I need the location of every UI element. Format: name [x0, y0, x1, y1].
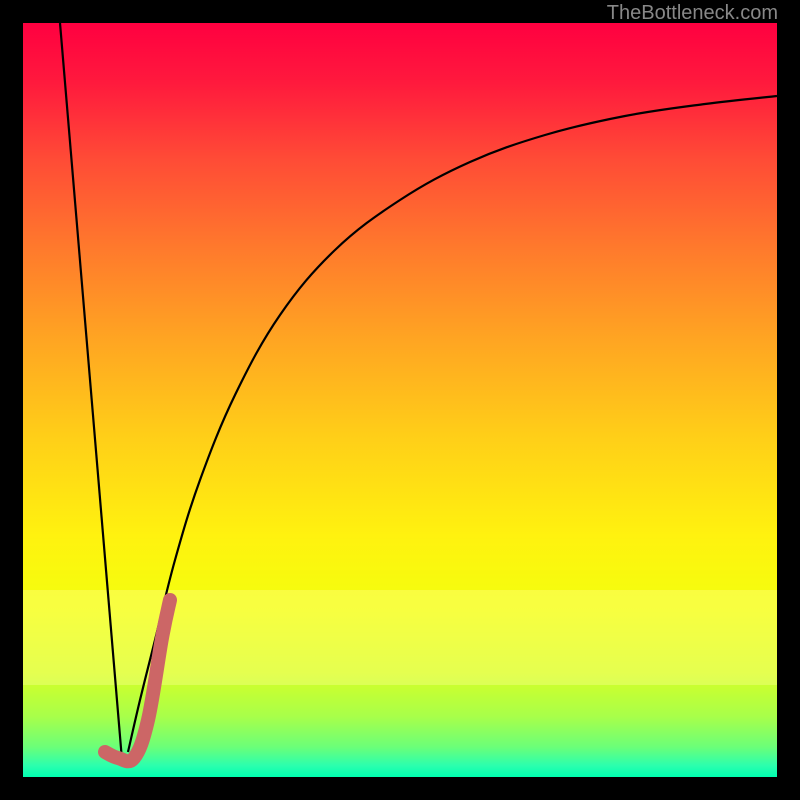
watermark-text: TheBottleneck.com: [607, 2, 778, 25]
chart-svg: [0, 0, 800, 800]
highlight-band: [23, 590, 777, 685]
chart-stage: TheBottleneck.com: [0, 0, 800, 800]
